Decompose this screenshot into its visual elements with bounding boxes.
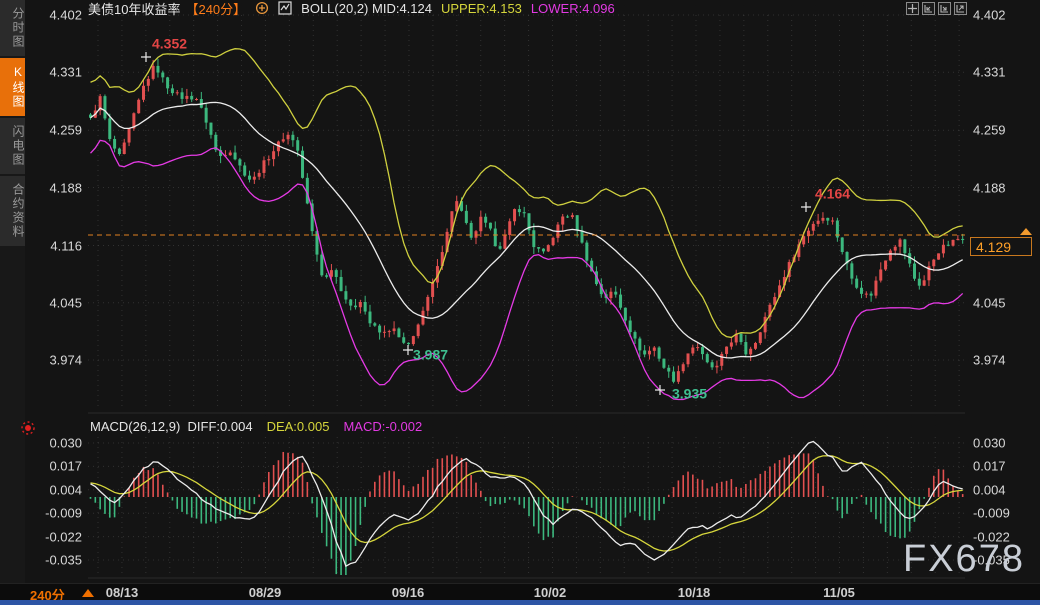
sidebar-tab-3[interactable]: 合约资料 bbox=[0, 176, 25, 246]
macd-dea-label: DEA:0.005 bbox=[266, 419, 330, 434]
x-axis-date-label: 08/13 bbox=[105, 585, 139, 600]
macd-header: MACD(26,12,9) DIFF:0.004 DEA:0.005 MACD:… bbox=[90, 419, 422, 434]
timeframe-selector[interactable]: 240分 bbox=[30, 588, 65, 603]
main-y-right-label: 4.402 bbox=[973, 7, 1006, 23]
x-axis-date-label: 08/29 bbox=[248, 585, 282, 600]
expand-frame-icon[interactable] bbox=[954, 2, 967, 15]
macd-y-right-label: 0.017 bbox=[973, 458, 1006, 474]
macd-value-label: MACD:-0.002 bbox=[343, 419, 423, 434]
x-axis-date-label: 11/05 bbox=[823, 585, 855, 600]
time-axis-bar: 240分 08/13 08/29 09/16 10/02 10/18 11/05 bbox=[0, 583, 1040, 603]
price-and-macd-plot[interactable]: 4.352 4.164 3.987 3.935 bbox=[88, 0, 965, 600]
macd-y-left-label: -0.009 bbox=[45, 505, 82, 521]
period-label: 【240分】 bbox=[185, 1, 247, 17]
instrument-title: 美债10年收益率 bbox=[88, 1, 181, 17]
macd-y-right-label: 0.030 bbox=[973, 435, 1006, 451]
x-axis-date-label: 09/16 bbox=[391, 585, 425, 600]
macd-y-right-label: -0.022 bbox=[973, 529, 1010, 545]
main-y-right-label: 4.045 bbox=[973, 295, 1006, 311]
main-y-left-label: 4.188 bbox=[49, 180, 82, 195]
sidebar-tab-1[interactable]: K线图 bbox=[0, 58, 25, 116]
price-annotation: 3.935 bbox=[672, 385, 707, 401]
price-annotation: 3.987 bbox=[413, 346, 448, 362]
crosshair-icon[interactable] bbox=[906, 2, 919, 15]
price-annotation: 4.164 bbox=[815, 185, 850, 201]
brand-watermark: FX678 bbox=[903, 538, 1025, 580]
chart-header: 美债10年收益率 【240分】 BOLL(20,2) MID:4.124 UPP… bbox=[88, 0, 615, 17]
main-y-left-label: 4.259 bbox=[49, 122, 82, 138]
price-up-arrow-icon bbox=[1020, 228, 1032, 236]
macd-y-right-label: -0.009 bbox=[973, 505, 1010, 521]
main-y-left-label: 4.045 bbox=[49, 295, 82, 311]
sidebar-tab-2[interactable]: 闪电图 bbox=[0, 118, 25, 174]
sidebar: 分时图 K线图 闪电图 合约资料 bbox=[0, 0, 25, 583]
main-y-right-label: 4.188 bbox=[973, 180, 1006, 195]
boll-label: BOLL(20,2) MID:4.124 bbox=[301, 0, 432, 16]
x-axis-date-label: 10/02 bbox=[533, 585, 567, 600]
timeframe-up-arrow-icon[interactable] bbox=[82, 589, 94, 597]
indicator-chart-icon[interactable] bbox=[278, 1, 292, 15]
bottom-accent-strip bbox=[0, 600, 1040, 605]
main-y-left-label: 4.116 bbox=[50, 238, 82, 254]
last-price-badge: 4.129 bbox=[970, 237, 1032, 257]
macd-y-left-label: 0.017 bbox=[49, 458, 82, 474]
macd-params-label: MACD(26,12,9) DIFF:0.004 bbox=[90, 419, 253, 434]
macd-y-right-label: -0.035 bbox=[973, 552, 1010, 568]
sidebar-tab-0[interactable]: 分时图 bbox=[0, 0, 25, 56]
price-annotation: 4.352 bbox=[152, 35, 187, 51]
boll-lower-label: LOWER:4.096 bbox=[530, 0, 615, 16]
main-y-right-label: 4.259 bbox=[973, 122, 1006, 138]
alarm-icon[interactable] bbox=[20, 420, 36, 436]
settings-circle-plus-icon[interactable] bbox=[255, 1, 269, 15]
macd-y-left-label: 0.004 bbox=[49, 482, 82, 498]
zoom-frame-left-icon[interactable] bbox=[922, 2, 935, 15]
macd-y-right-label: 0.004 bbox=[973, 482, 1006, 498]
main-y-right-label: 4.331 bbox=[973, 64, 1006, 80]
macd-y-left-label: -0.035 bbox=[45, 552, 82, 568]
macd-y-left-label: 0.030 bbox=[49, 435, 82, 451]
main-y-left-label: 4.402 bbox=[49, 7, 82, 23]
macd-y-left-label: -0.022 bbox=[45, 529, 82, 545]
chart-toolbar bbox=[906, 2, 967, 15]
main-y-left-label: 3.974 bbox=[49, 352, 82, 368]
zoom-frame-right-icon[interactable] bbox=[938, 2, 951, 15]
x-axis-date-label: 10/18 bbox=[677, 585, 711, 600]
main-y-left-label: 4.331 bbox=[49, 64, 82, 80]
main-y-right-label: 3.974 bbox=[973, 352, 1006, 368]
boll-upper-label: UPPER:4.153 bbox=[440, 0, 522, 16]
